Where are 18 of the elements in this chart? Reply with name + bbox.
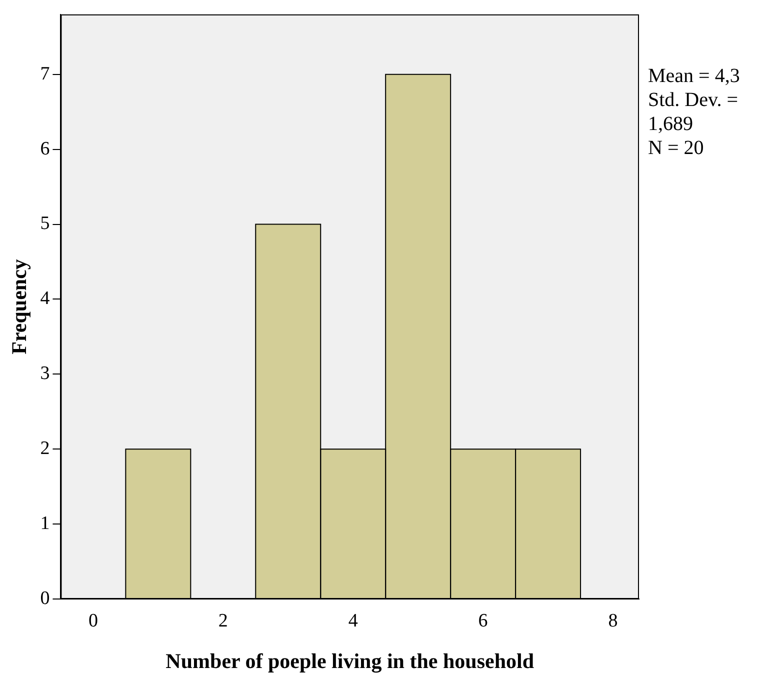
y-tick-label: 1 — [40, 513, 50, 534]
text: N = 20 — [648, 136, 705, 160]
x-tick-label: 6 — [478, 610, 488, 632]
text: Std. Dev. = 1,689 — [648, 88, 739, 136]
y-tick-label: 2 — [40, 438, 50, 460]
x-tick-label: 4 — [348, 610, 358, 632]
y-tick-label: 4 — [40, 288, 50, 310]
y-tick-label: 6 — [40, 138, 50, 160]
y-tick-label: 3 — [40, 363, 50, 384]
text: Mean = 4,3 — [648, 64, 741, 88]
y-tick-label: 0 — [40, 588, 50, 609]
x-tick-label: 8 — [608, 610, 618, 632]
x-tick-label: 2 — [218, 610, 228, 632]
x-tick-label: 0 — [88, 610, 98, 632]
x-axis-title: Number of poeple living in the household — [166, 648, 534, 673]
y-axis-title: Frequency — [7, 258, 32, 354]
y-tick-label: 5 — [40, 213, 50, 234]
y-tick-label: 7 — [40, 63, 50, 84]
